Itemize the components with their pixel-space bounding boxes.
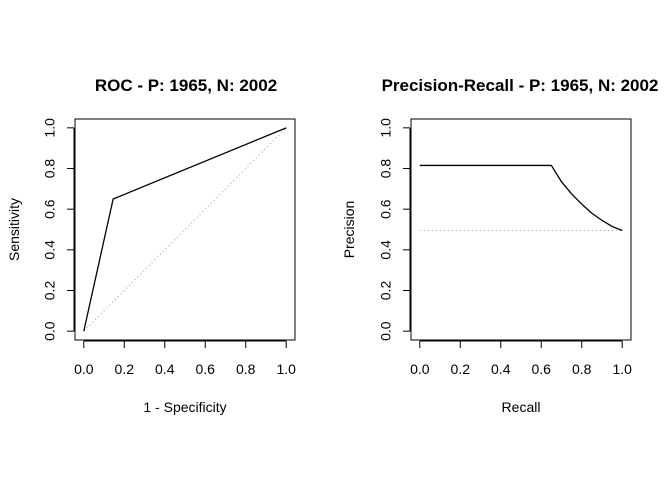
y-tick-label: 0.2 (42, 281, 58, 301)
chart-panel-2: Precision-Recall - P: 1965, N: 2002 Recal… (341, 76, 658, 415)
x-axis-label: Recall (502, 399, 541, 415)
y-tick-label: 0.4 (42, 240, 58, 260)
plot-frame (410, 118, 632, 341)
chart-title: ROC - P: 1965, N: 2002 (95, 76, 277, 95)
x-tick-label: 0.4 (155, 361, 175, 377)
y-tick-label: 0.8 (378, 159, 394, 179)
y-tick-label: 1.0 (378, 118, 394, 138)
x-tick-label: 0.8 (572, 361, 592, 377)
y-tick-label: 0.4 (378, 240, 394, 260)
chart-title: Precision-Recall - P: 1965, N: 2002 (382, 76, 659, 95)
x-tick-label: 0.6 (532, 361, 552, 377)
y-tick-label: 1.0 (42, 118, 58, 138)
y-tick-label: 0.0 (378, 321, 394, 341)
series-line-1 (83, 127, 287, 332)
y-axis-label: Sensitivity (6, 198, 22, 261)
x-tick-label: 0.4 (491, 361, 511, 377)
y-tick-label: 0.2 (378, 281, 394, 301)
y-tick-label: 0.6 (378, 199, 394, 219)
reference-line (83, 127, 287, 332)
chart-panel-1: ROC - P: 1965, N: 2002 1 - Specificity Sen… (6, 76, 296, 415)
plot-frame (74, 118, 296, 341)
y-axis-label: Precision (341, 201, 357, 259)
y-tick-label: 0.6 (42, 199, 58, 219)
x-tick-label: 0.0 (74, 361, 94, 377)
y-tick-label: 0.0 (42, 321, 58, 341)
x-tick-label: 0.0 (410, 361, 430, 377)
x-tick-label: 0.2 (115, 361, 135, 377)
series-line-1 (419, 164, 623, 232)
x-axis-label: 1 - Specificity (143, 399, 226, 415)
x-tick-label: 1.0 (276, 361, 296, 377)
y-tick-label: 0.8 (42, 159, 58, 179)
x-tick-label: 0.6 (196, 361, 216, 377)
x-tick-label: 1.0 (612, 361, 632, 377)
x-tick-label: 0.2 (451, 361, 471, 377)
x-tick-label: 0.8 (236, 361, 256, 377)
